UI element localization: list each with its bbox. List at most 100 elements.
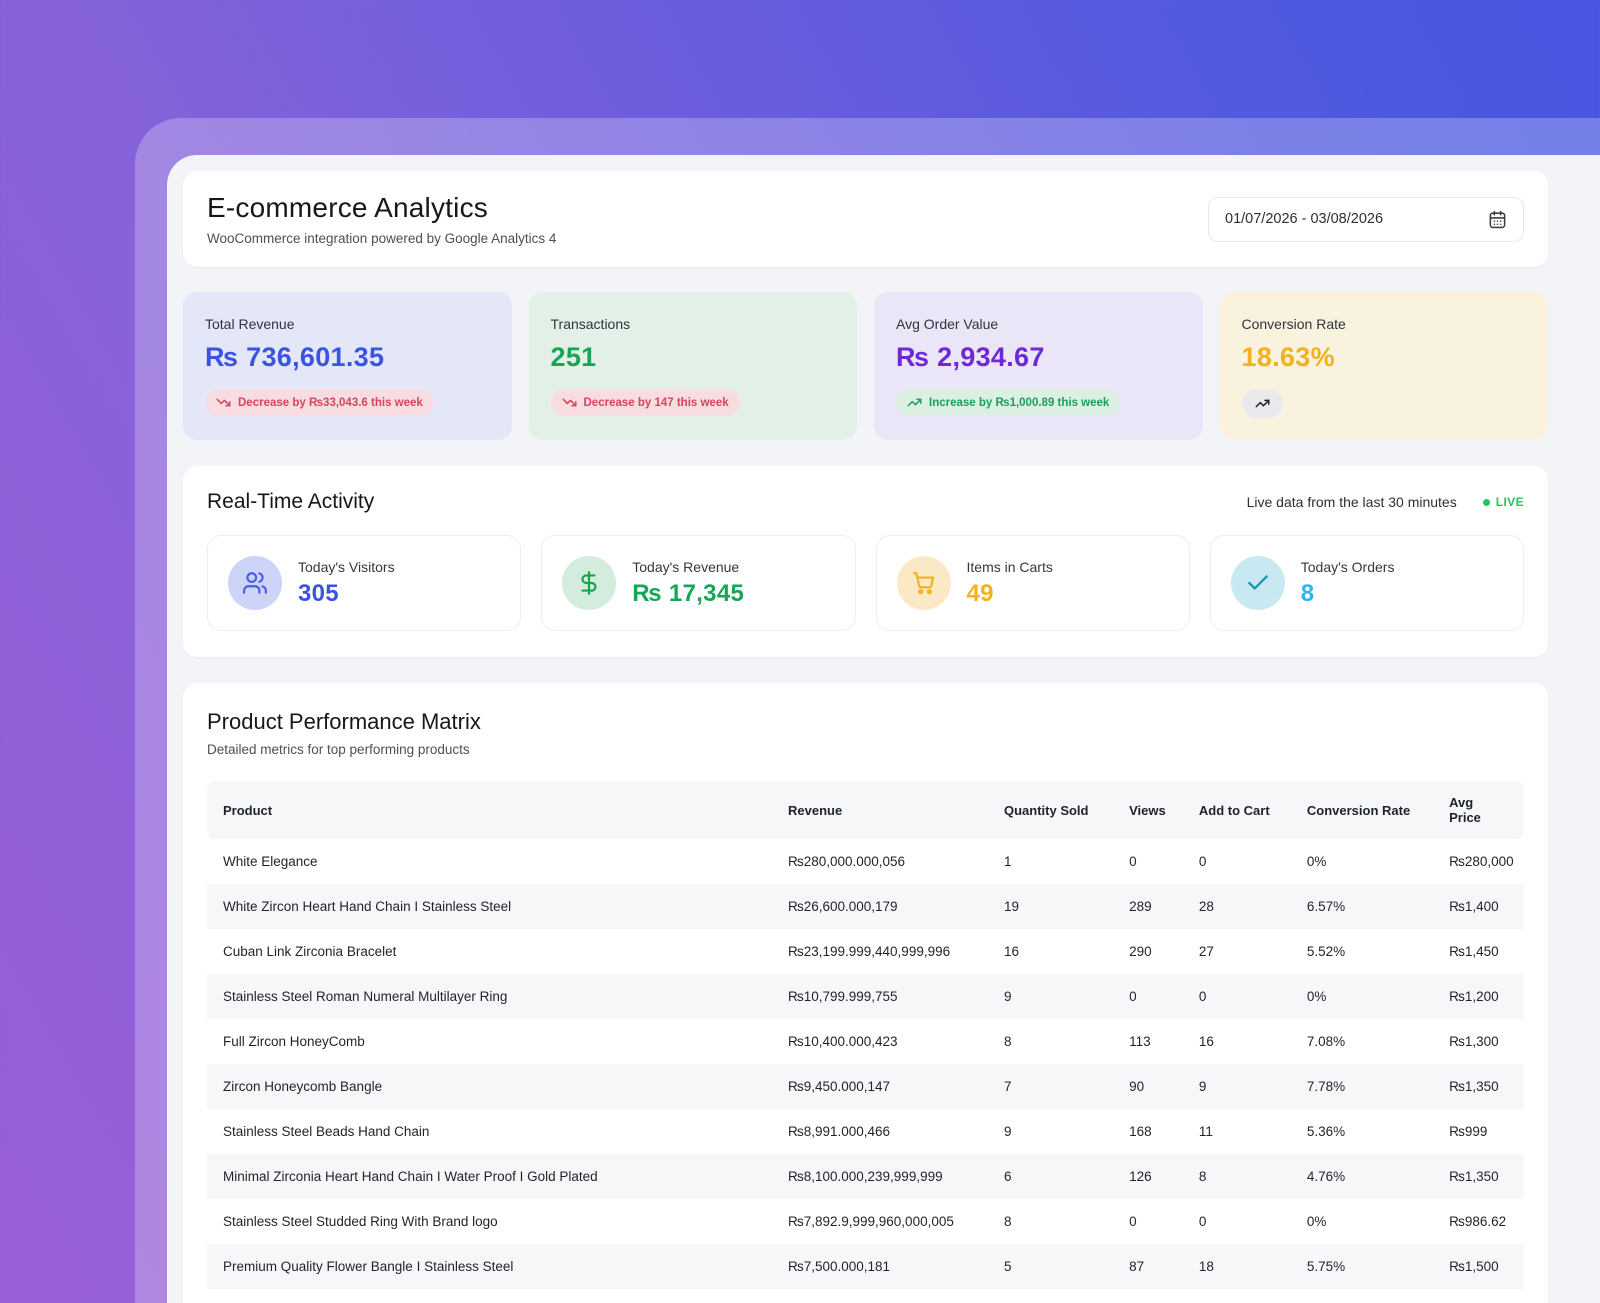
realtime-header: Real-Time Activity Live data from the la…: [207, 490, 1524, 514]
realtime-live-area: Live data from the last 30 minutes LIVE: [1247, 494, 1524, 510]
table-cell: 5: [1003, 1259, 1012, 1274]
stat-change-badge: [1241, 389, 1283, 418]
column-header-conversion-rate: Conversion Rate: [1290, 781, 1434, 839]
product-table-body: White Elegance ₨280,000.000,056 1 0 0 0% ₨280,…: [207, 839, 1524, 1289]
realtime-card-label: Today's Revenue: [632, 558, 740, 575]
table-cell: 290: [1129, 944, 1152, 959]
stat-value: ₨ 736,601.35: [205, 342, 385, 372]
dollar-icon: [562, 556, 617, 610]
trending-up-icon: [1255, 396, 1270, 411]
cart-icon: [896, 556, 951, 610]
table-header-row: Product Revenue Quantity Sold Views Add …: [207, 781, 1524, 839]
stat-label: Conversion Rate: [1241, 316, 1346, 332]
table-cell: Full Zircon HoneyComb: [223, 1034, 365, 1049]
stat-change-text: Decrease by ₨33,043.6 this week: [238, 396, 423, 409]
date-range-picker[interactable]: 01/07/2026 - 03/08/2026: [1208, 196, 1524, 242]
stat-card-transactions: Transactions 251 Decrease by 147 this we…: [528, 292, 857, 440]
table-cell: 168: [1129, 1124, 1152, 1139]
table-cell: 0%: [1306, 854, 1327, 869]
table-cell: Minimal Zirconia Heart Hand Chain I Wate…: [223, 1169, 598, 1184]
products-title: Product Performance Matrix: [207, 709, 481, 734]
table-cell: ₨986.62: [1449, 1214, 1507, 1229]
table-cell: 5.75%: [1306, 1259, 1346, 1274]
table-row: Cuban Link Zirconia Bracelet ₨23,199.999,…: [207, 929, 1524, 974]
table-cell: 126: [1129, 1169, 1152, 1184]
column-header-product: Product: [207, 781, 772, 839]
stat-card-total-revenue: Total Revenue ₨ 736,601.35 Decrease by ₨…: [183, 292, 512, 440]
realtime-card-text: Today's Revenue ₨ 17,345: [632, 559, 744, 608]
table-cell: 27: [1198, 944, 1214, 959]
table-cell: 5.52%: [1306, 944, 1346, 959]
table-cell: ₨280,000.000,056: [788, 854, 906, 869]
table-cell: ₨23,199.999,440,999,996: [788, 944, 951, 959]
stat-value: 251: [550, 342, 597, 372]
product-table: Product Revenue Quantity Sold Views Add …: [207, 781, 1524, 1289]
table-cell: Stainless Steel Roman Numeral Multilayer…: [223, 989, 508, 1004]
column-header-views: Views: [1113, 781, 1183, 839]
table-cell: 7: [1003, 1079, 1012, 1094]
table-cell: Cuban Link Zirconia Bracelet: [223, 944, 397, 959]
table-cell: ₨7,500.000,181: [788, 1259, 891, 1274]
table-cell: ₨10,400.000,423: [788, 1034, 898, 1049]
table-cell: 11: [1198, 1124, 1213, 1139]
table-cell: ₨9,450.000,147: [788, 1079, 891, 1094]
check-icon: [1230, 556, 1285, 610]
realtime-card-text: Items in Carts 49: [967, 559, 1053, 608]
table-cell: 16: [1003, 944, 1020, 959]
table-cell: White Elegance: [223, 854, 318, 869]
stat-change-badge: Increase by ₨1,000.89 this week: [896, 389, 1121, 416]
realtime-card-text: Today's Orders 8: [1301, 559, 1395, 608]
table-cell: 90: [1129, 1079, 1145, 1094]
table-cell: ₨1,350: [1449, 1169, 1499, 1184]
stat-value: 18.63%: [1241, 342, 1335, 372]
stats-row: Total Revenue ₨ 736,601.35 Decrease by ₨…: [183, 292, 1548, 440]
products-subtitle: Detailed metrics for top performing prod…: [207, 742, 470, 757]
header-text: E-commerce Analytics WooCommerce integra…: [207, 192, 556, 246]
table-cell: ₨280,000: [1449, 854, 1514, 869]
page-subtitle: WooCommerce integration powered by Googl…: [207, 231, 557, 246]
table-cell: ₨8,100.000,239,999,999: [788, 1169, 943, 1184]
table-cell: ₨1,350: [1449, 1079, 1499, 1094]
table-cell: White Zircon Heart Hand Chain I Stainles…: [223, 899, 512, 914]
table-cell: 9: [1003, 989, 1012, 1004]
table-cell: 113: [1129, 1034, 1151, 1049]
table-cell: ₨10,799.999,755: [788, 989, 898, 1004]
page-title: E-commerce Analytics: [207, 192, 488, 223]
table-cell: 5.36%: [1306, 1124, 1346, 1139]
table-cell: 6: [1003, 1169, 1012, 1184]
table-cell: 0: [1198, 989, 1207, 1004]
trending-down-icon: [216, 395, 231, 410]
table-cell: ₨1,500: [1449, 1259, 1499, 1274]
column-header-avg-price: Avg Price: [1433, 781, 1524, 839]
table-row: Full Zircon HoneyComb ₨10,400.000,423 8 113…: [207, 1019, 1524, 1064]
realtime-card-label: Items in Carts: [966, 558, 1053, 575]
calendar-icon[interactable]: [1488, 210, 1507, 229]
realtime-panel: Real-Time Activity Live data from the la…: [183, 466, 1548, 657]
trending-down-icon: [562, 395, 577, 410]
table-cell: 0%: [1306, 1214, 1327, 1229]
table-cell: 0: [1129, 989, 1137, 1004]
table-cell: 6.57%: [1306, 899, 1346, 914]
table-cell: 8: [1003, 1214, 1012, 1229]
stat-value: ₨ 2,934.67: [896, 342, 1045, 372]
table-cell: ₨1,400: [1449, 899, 1499, 914]
stat-change-badge: Decrease by 147 this week: [550, 389, 740, 416]
dashboard-page: E-commerce Analytics WooCommerce integra…: [167, 155, 1600, 1303]
table-row: White Elegance ₨280,000.000,056 1 0 0 0% ₨280,…: [207, 839, 1524, 884]
table-cell: 87: [1129, 1259, 1145, 1274]
realtime-card-carts: Items in Carts 49: [875, 535, 1190, 631]
products-panel: Product Performance Matrix Detailed metr…: [183, 683, 1548, 1303]
table-cell: 8: [1003, 1034, 1012, 1049]
table-row: Stainless Steel Studded Ring With Brand …: [207, 1199, 1524, 1244]
table-cell: 0: [1129, 1214, 1137, 1229]
table-row: Stainless Steel Beads Hand Chain ₨8,991.0…: [207, 1109, 1524, 1154]
live-badge-label: LIVE: [1495, 495, 1524, 509]
table-cell: 0: [1198, 854, 1207, 869]
users-icon: [228, 556, 282, 610]
realtime-card-visitors: Today's Visitors 305: [207, 535, 522, 631]
table-cell: ₨1,450: [1449, 944, 1499, 959]
table-cell: Stainless Steel Beads Hand Chain: [223, 1124, 430, 1139]
table-cell: ₨7,892.9,999,960,000,005: [788, 1214, 954, 1229]
table-cell: Zircon Honeycomb Bangle: [223, 1079, 383, 1094]
realtime-card-value: 8: [1300, 579, 1315, 607]
